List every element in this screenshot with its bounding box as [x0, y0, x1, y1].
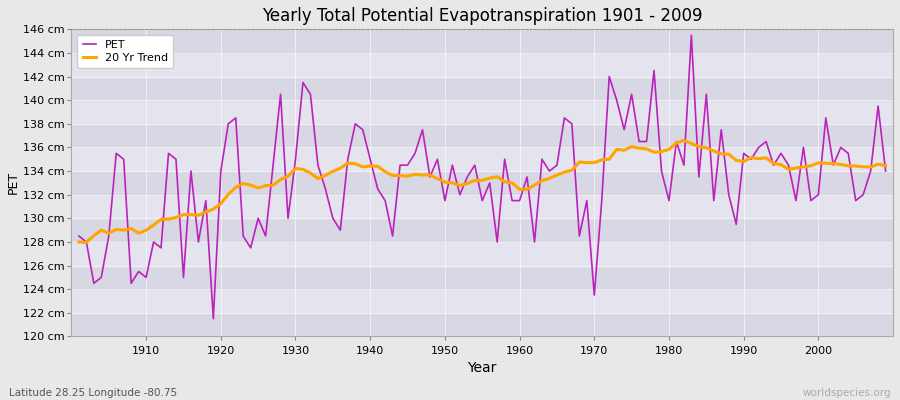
- Bar: [71, 313, 893, 336]
- Line: 20 Yr Trend: 20 Yr Trend: [79, 140, 886, 242]
- Bar: [71, 100, 893, 124]
- PET: [611, 98, 622, 102]
- 20 Yr Trend: [679, 138, 689, 143]
- Bar: [71, 29, 893, 53]
- PET: [305, 92, 316, 97]
- X-axis label: Year: Year: [467, 361, 497, 375]
- Bar: [71, 53, 893, 76]
- Text: worldspecies.org: worldspecies.org: [803, 388, 891, 398]
- Bar: [71, 195, 893, 218]
- Legend: PET, 20 Yr Trend: PET, 20 Yr Trend: [77, 35, 174, 68]
- PET: [522, 174, 533, 179]
- PET: [880, 169, 891, 174]
- Bar: [71, 124, 893, 148]
- 20 Yr Trend: [611, 147, 622, 152]
- Line: PET: PET: [79, 35, 886, 319]
- 20 Yr Trend: [880, 163, 891, 168]
- Bar: [71, 148, 893, 171]
- Text: Latitude 28.25 Longitude -80.75: Latitude 28.25 Longitude -80.75: [9, 388, 177, 398]
- Bar: [71, 76, 893, 100]
- PET: [686, 33, 697, 38]
- 20 Yr Trend: [81, 240, 92, 245]
- 20 Yr Trend: [74, 240, 85, 244]
- PET: [208, 316, 219, 321]
- 20 Yr Trend: [350, 161, 361, 166]
- Bar: [71, 218, 893, 242]
- 20 Yr Trend: [514, 187, 525, 192]
- PET: [514, 198, 525, 203]
- Bar: [71, 171, 893, 195]
- PET: [350, 121, 361, 126]
- 20 Yr Trend: [140, 228, 151, 232]
- Bar: [71, 289, 893, 313]
- Title: Yearly Total Potential Evapotranspiration 1901 - 2009: Yearly Total Potential Evapotranspiratio…: [262, 7, 703, 25]
- PET: [133, 269, 144, 274]
- Y-axis label: PET: PET: [7, 171, 20, 194]
- Bar: [71, 266, 893, 289]
- Bar: [71, 242, 893, 266]
- 20 Yr Trend: [305, 171, 316, 176]
- 20 Yr Trend: [522, 187, 533, 192]
- PET: [74, 234, 85, 238]
